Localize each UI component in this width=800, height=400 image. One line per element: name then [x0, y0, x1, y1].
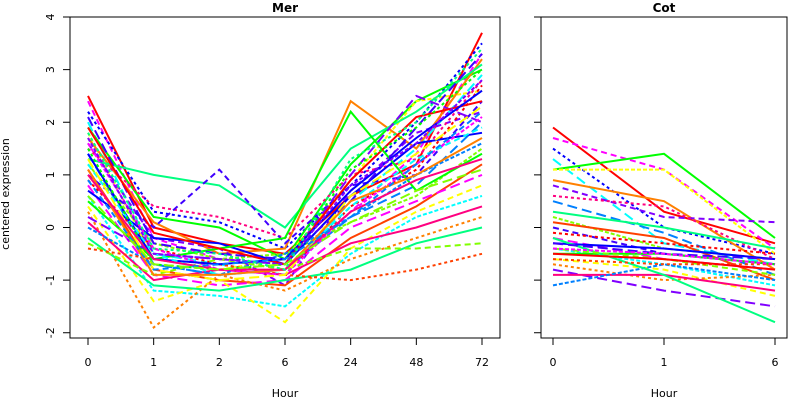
y-tick-label: 1 [44, 171, 57, 178]
series-line [552, 258, 776, 297]
series-line [552, 231, 776, 255]
y-tick-label: -2 [44, 327, 57, 338]
panel-title: Cot [653, 1, 676, 15]
x-tick-label: 6 [772, 356, 779, 369]
series-line [552, 147, 776, 255]
series-line [552, 258, 775, 266]
series-line [552, 126, 776, 245]
series-line [552, 200, 776, 276]
series-line [552, 152, 776, 239]
x-axis-label: Hour [651, 387, 678, 400]
y-tick-label: -1 [44, 275, 57, 286]
series-line [552, 263, 776, 287]
x-tick-label: 0 [85, 356, 92, 369]
y-tick-label: 3 [44, 66, 57, 73]
panel-mer: Mer 0 1 2 6 24 48 72 Hour -2 -1 0 1 2 3 4 [44, 1, 501, 400]
panel-cot: Cot 0 1 6 Hour [534, 1, 788, 400]
y-tick-label: 4 [44, 14, 57, 21]
x-tick-label: 0 [550, 356, 557, 369]
series-line [87, 58, 483, 255]
x-axis-label: Hour [272, 387, 299, 400]
y-tick-label: 0 [44, 224, 57, 231]
x-tick-label: 72 [475, 356, 489, 369]
series-line [552, 247, 776, 266]
series-line [552, 242, 776, 261]
x-tick-label: 1 [661, 356, 668, 369]
series-group [552, 126, 776, 324]
series-line [87, 42, 483, 250]
series-line [553, 168, 776, 255]
series-line [552, 263, 776, 282]
series-line [87, 226, 483, 292]
series-line [552, 268, 776, 308]
series-line [87, 168, 483, 271]
x-tick-label: 2 [216, 356, 223, 369]
y-tick-label: 2 [44, 119, 57, 126]
x-tick-label: 6 [282, 356, 289, 369]
series-line [87, 100, 483, 266]
y-axis-label: centered expression [0, 138, 12, 250]
series-line [87, 194, 483, 308]
panel-title: Mer [272, 1, 298, 15]
series-line [552, 184, 776, 224]
series-group [87, 32, 483, 330]
series-line [552, 210, 776, 250]
series-line [87, 184, 483, 324]
series-line [552, 252, 776, 271]
x-tick-label: 1 [150, 356, 157, 369]
series-line [87, 89, 483, 271]
x-tick-label: 48 [409, 356, 423, 369]
series-line [552, 179, 776, 271]
series-line [87, 63, 483, 229]
series-line [87, 110, 483, 271]
x-tick-label: 24 [344, 356, 358, 369]
series-line [87, 211, 483, 330]
series-line [87, 47, 483, 271]
